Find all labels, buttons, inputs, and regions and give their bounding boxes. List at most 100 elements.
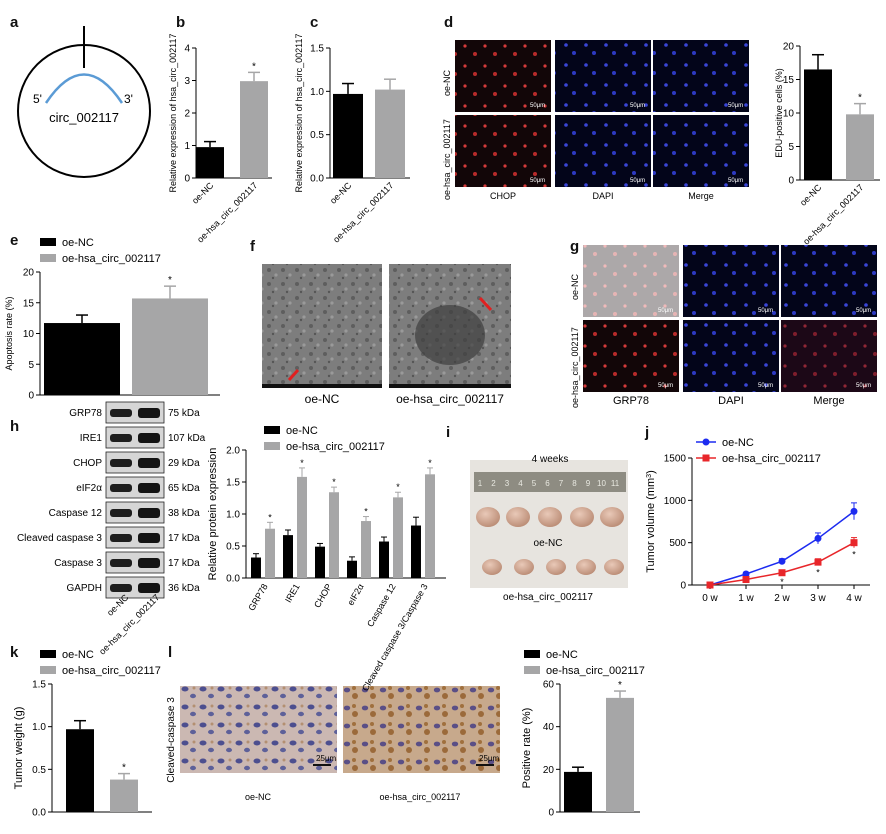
bar-IRE1: [297, 476, 307, 578]
y-tick-label: 60: [543, 680, 555, 691]
d-scale-bar: 50μm: [728, 103, 743, 109]
significance-star: *: [780, 577, 784, 587]
y-tick-label: 0: [28, 391, 34, 402]
x-tick-label: oe-NC: [328, 180, 354, 206]
y-tick-label: 0.5: [32, 765, 46, 776]
ruler-number: 5: [532, 479, 537, 488]
y-tick-label: 1.5: [310, 44, 324, 55]
y-tick-label: 4: [184, 44, 190, 55]
protein-label: Caspase 12: [49, 508, 103, 519]
d-row-label-nc: oe-NC: [442, 69, 452, 96]
bar-oe-hsa_circ_002117: [240, 81, 268, 178]
legend-swatch: [264, 442, 280, 450]
tumor-nc: [570, 507, 594, 527]
d-row-label-oe: oe-hsa_circ_002117: [442, 119, 452, 200]
g-row-label-oe: oe-hsa_circ_002117: [570, 327, 580, 408]
panel-label-c: c: [310, 14, 319, 31]
kda-label: 36 kDa: [168, 583, 200, 594]
ruler-number: 11: [611, 479, 620, 488]
chart-k: 0.0 0.5 1.0 1.5 Tumor weight (g) * oe-NC oe-hsa…: [13, 649, 161, 819]
kda-label: 38 kDa: [168, 508, 200, 519]
bar-eIF2α: [347, 560, 357, 578]
g-row-label-nc: oe-NC: [570, 273, 580, 300]
blot-band: [110, 409, 132, 417]
five-prime-label: 5': [33, 92, 42, 106]
y-tick-label: 5: [788, 142, 794, 153]
f-caption-nc: oe-NC: [305, 392, 340, 406]
significance-star: *: [618, 680, 622, 691]
x-tick-label: Caspase 12: [365, 582, 398, 629]
d-col-label-dapi: DAPI: [592, 191, 613, 201]
g-scale-bar: 50μm: [658, 383, 673, 389]
blot-band: [110, 584, 132, 592]
kda-label: 65 kDa: [168, 483, 200, 494]
tumor-nc: [476, 507, 500, 527]
bar-oe-hsa_circ_002117: [110, 779, 138, 812]
x-tick-label: oe-NC: [190, 180, 216, 206]
tumor-oe: [604, 559, 624, 575]
legend-label: oe-hsa_circ_002117: [62, 253, 161, 265]
y-tick-label: 0: [548, 808, 554, 819]
tem-images: [262, 264, 511, 388]
y-axis-label-superscript: 3: [646, 474, 653, 478]
kda-label: 17 kDa: [168, 533, 200, 544]
ruler-number: 1: [478, 479, 483, 488]
tumor-oe: [576, 559, 596, 575]
legend-label: oe-NC: [286, 425, 318, 437]
ruler-number: 7: [559, 479, 564, 488]
bar-Cleaved caspase 3/Caspase 3: [425, 474, 435, 578]
bar-oe-NC: [66, 729, 94, 812]
legend-label: oe-hsa_circ_002117: [722, 453, 821, 465]
bar-oe-NC: [196, 147, 224, 178]
significance-star: *: [122, 763, 126, 774]
chart-c: 0.0 0.5 1.0 1.5 Relative expression of hsa_c…: [294, 34, 410, 245]
x-tick-label: oe-NC: [798, 182, 824, 208]
x-tick-label: IRE1: [283, 582, 302, 604]
y-tick-label: 15: [783, 75, 795, 86]
panel-label-b: b: [176, 14, 186, 31]
significance-star: *: [268, 512, 272, 522]
d-col-label-merge: Merge: [688, 191, 714, 201]
i-row-label-oe: oe-hsa_circ_002117: [503, 592, 593, 603]
data-point: [742, 575, 750, 583]
y-tick-label: 2.0: [226, 446, 240, 457]
ruler-number: 2: [491, 479, 496, 488]
y-axis-label: Relative expression of hsa_circ_002117: [294, 34, 304, 193]
blot-band: [110, 484, 132, 492]
chart-b: 0 1 2 3 4 Relative expression of hsa_circ_002…: [168, 34, 272, 245]
bar-oe-hsa_circ_002117: [606, 697, 634, 812]
legend-label: oe-hsa_circ_002117: [62, 665, 161, 677]
blot-band: [138, 508, 160, 518]
d-scale-bar: 50μm: [728, 178, 743, 184]
g-col-label-dapi: DAPI: [718, 395, 744, 407]
y-axis-label: Positive rate (%): [521, 708, 533, 789]
d-scale-bar: 50μm: [530, 103, 545, 109]
significance-star: *: [428, 458, 432, 468]
d-scale-bar: 50μm: [630, 178, 645, 184]
blot-band: [138, 458, 160, 468]
y-axis-label: Tumor weight (g): [13, 707, 25, 790]
data-point: [850, 507, 858, 515]
x-tick-label: 4 w: [846, 593, 862, 604]
y-axis-label: Relative expression of hsa_circ_002117: [168, 34, 178, 193]
g-scale-bar: 50μm: [856, 383, 871, 389]
y-tick-label: 10: [23, 329, 35, 340]
y-tick-label: 40: [543, 722, 555, 733]
tumor-oe: [482, 559, 502, 575]
y-tick-label: 1000: [664, 496, 687, 507]
blot-band: [138, 583, 160, 593]
x-tick-label: 0 w: [702, 593, 718, 604]
y-tick-label: 0: [680, 581, 686, 592]
l-ylabel: Cleaved-caspase 3: [166, 697, 177, 783]
panel-label-a: a: [10, 14, 19, 31]
kda-label: 29 kDa: [168, 458, 200, 469]
x-tick-label: 3 w: [810, 593, 826, 604]
blot-band: [110, 509, 132, 517]
blot-band: [138, 408, 160, 418]
y-tick-label: 5: [28, 360, 34, 371]
ihc-images: [180, 686, 500, 773]
western-blot: GRP78 75 kDa IRE1 107 kDa CHOP 29 kDa eIF2α 65 …: [17, 401, 206, 599]
panel-label-d: d: [444, 14, 454, 31]
x-tick-label: GRP78: [246, 582, 269, 613]
bar-IRE1: [283, 535, 293, 578]
